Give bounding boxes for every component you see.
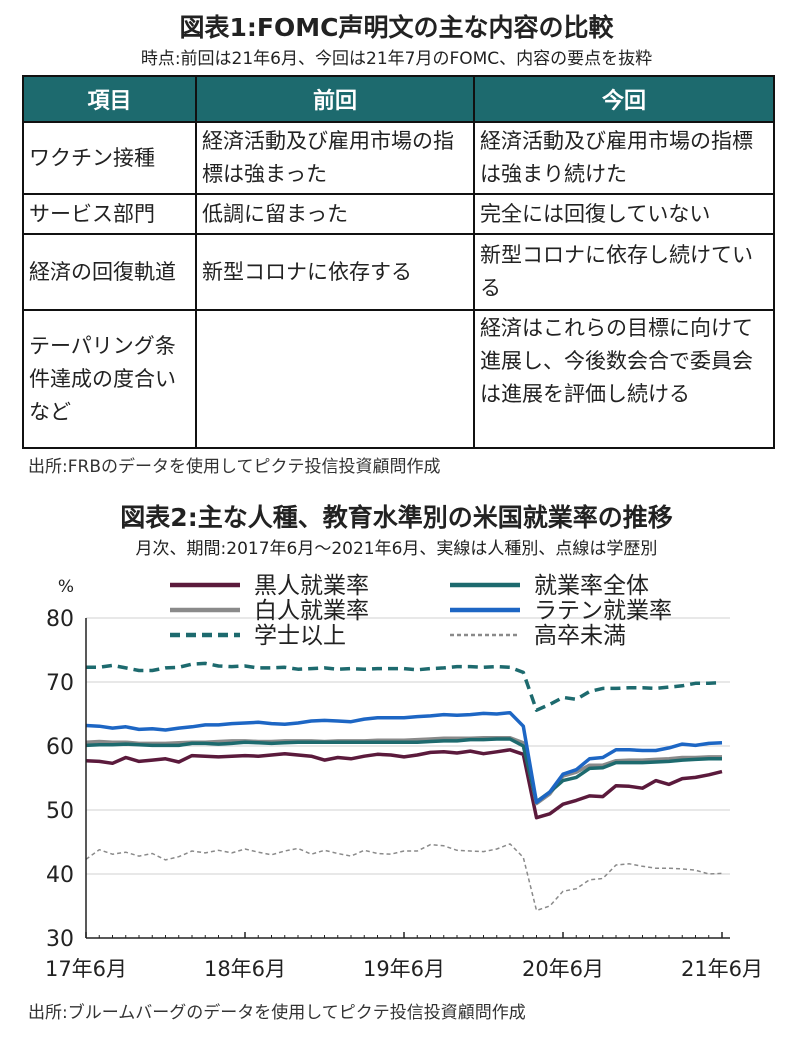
header-prev: 前回 bbox=[195, 75, 475, 123]
legend-label: 黒人就業率 bbox=[254, 573, 369, 599]
header-item: 項目 bbox=[22, 75, 197, 123]
series-lines bbox=[85, 661, 723, 912]
row-prev: 新型コロナに依存する bbox=[195, 233, 475, 311]
y-tick-label: 40 bbox=[46, 863, 74, 888]
axes: 30 40 50 60 70 80% 17年6月 18年6月 19年6月 20年6月 21年6月 bbox=[45, 577, 763, 981]
fig2-subtitle: 月次、期間:2017年6月～2021年6月、実線は人種別、点線は学歴別 bbox=[135, 539, 658, 559]
row-item: 経済の回復軌道 bbox=[22, 233, 197, 311]
legend-label: 学士以上 bbox=[254, 623, 346, 649]
row-item: サービス部門 bbox=[22, 193, 197, 235]
y-axis-unit: % bbox=[58, 577, 74, 597]
x-tick-label: 21年6月 bbox=[681, 957, 763, 981]
table-row: テーパリング条件達成の度合いなど 経済はこれらの目標に向けて進展し、今後数会合で… bbox=[22, 309, 775, 449]
x-tick-label: 19年6月 bbox=[363, 957, 445, 981]
legend-label: ラテン就業率 bbox=[534, 598, 672, 624]
y-tick-label: 80 bbox=[46, 607, 74, 632]
legend-label: 高卒未満 bbox=[534, 623, 626, 649]
series-line bbox=[85, 735, 722, 806]
row-curr: 経済はこれらの目標に向けて進展し、今後数会合で委員会は進展を評価し続ける bbox=[473, 309, 775, 449]
series-line bbox=[86, 661, 723, 712]
series-line bbox=[85, 748, 723, 820]
x-tick-label: 20年6月 bbox=[522, 957, 604, 981]
x-tick-label: 17年6月 bbox=[45, 957, 127, 981]
fig2-source: 出所:ブルームバーグのデータを使用してピクテ投信投資顧問作成 bbox=[28, 1003, 526, 1023]
series-line bbox=[85, 737, 722, 804]
y-tick-label: 50 bbox=[46, 799, 74, 824]
y-tick-label: 30 bbox=[46, 927, 74, 952]
legend-label: 白人就業率 bbox=[254, 598, 369, 624]
employment-rate-chart: 30 40 50 60 70 80% 17年6月 18年6月 19年6月 20年6月 21年6月 黒… bbox=[45, 573, 763, 981]
y-tick-label: 70 bbox=[46, 671, 74, 696]
fig1-subtitle: 時点:前回は21年6月、今回は21年7月のFOMC、内容の要点を抜粋 bbox=[140, 49, 653, 69]
row-item: ワクチン接種 bbox=[22, 121, 197, 195]
legend-label: 就業率全体 bbox=[534, 573, 649, 599]
y-tick-label: 60 bbox=[46, 735, 74, 760]
x-tick-label: 18年6月 bbox=[204, 957, 286, 981]
row-curr: 経済活動及び雇用市場の指標は強まり続けた bbox=[473, 121, 775, 195]
fig1-source: 出所:FRBのデータを使用してピクテ投信投資顧問作成 bbox=[28, 457, 441, 477]
row-prev: 低調に留まった bbox=[195, 193, 475, 235]
row-curr: 完全には回復していない bbox=[473, 193, 775, 235]
table-row: 経済の回復軌道 新型コロナに依存する 新型コロナに依存し続けている bbox=[22, 233, 775, 311]
series-line bbox=[85, 710, 723, 805]
row-prev bbox=[195, 309, 475, 449]
row-item: テーパリング条件達成の度合いなど bbox=[22, 309, 197, 449]
series-line bbox=[85, 843, 723, 912]
header-curr: 今回 bbox=[473, 75, 775, 123]
table-header-row: 項目 前回 今回 bbox=[22, 75, 775, 123]
comparison-table: 項目 前回 今回 ワクチン接種 経済活動及び雇用市場の指標は強まった 経済活動及… bbox=[22, 75, 775, 449]
row-curr: 新型コロナに依存し続けている bbox=[473, 233, 775, 311]
table-row: ワクチン接種 経済活動及び雇用市場の指標は強まった 経済活動及び雇用市場の指標は… bbox=[22, 121, 775, 195]
fig1-title: 図表1:FOMC声明文の主な内容の比較 bbox=[179, 13, 614, 42]
table-row: サービス部門 低調に留まった 完全には回復していない bbox=[22, 193, 775, 235]
row-prev: 経済活動及び雇用市場の指標は強まった bbox=[195, 121, 475, 195]
fig2-title: 図表2:主な人種、教育水準別の米国就業率の推移 bbox=[120, 503, 673, 532]
